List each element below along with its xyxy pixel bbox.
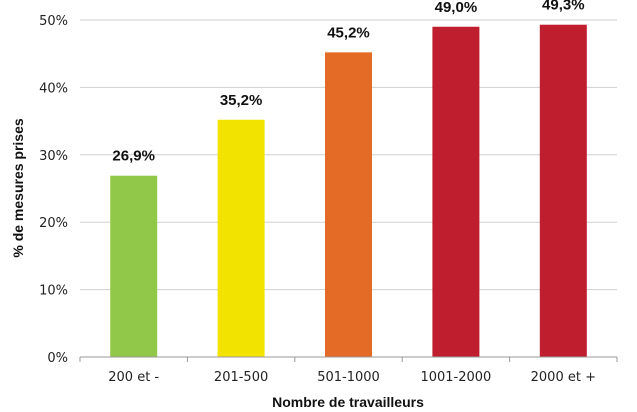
data-labels: 26,9% 35,2% 45,2% 49,0% 49,3%: [112, 0, 584, 165]
y-tick-label: 10%: [39, 284, 68, 299]
data-label: 26,9%: [112, 148, 155, 165]
x-tick-label: 200 et -: [108, 370, 159, 385]
data-label: 49,3%: [542, 0, 585, 14]
bar: [217, 119, 265, 357]
data-label: 45,2%: [327, 24, 370, 41]
bars: [110, 24, 587, 358]
data-label: 49,0%: [435, 0, 478, 16]
x-tick-label: 2000 et +: [531, 370, 596, 385]
x-axis-title: Nombre de travailleurs: [272, 394, 424, 410]
bar: [539, 24, 587, 358]
y-tick-label: 0%: [47, 351, 68, 366]
y-tick-label: 30%: [39, 149, 68, 164]
x-axis-ticks: 200 et - 201-500 501-1000 1001-2000 2000 et …: [79, 356, 618, 385]
bar: [110, 175, 158, 357]
bar: [432, 26, 480, 358]
bar: [325, 52, 372, 358]
y-axis-tick-labels: 0% 10% 20% 30% 40% 50%: [39, 14, 68, 366]
y-axis-title: % de mesures prises: [10, 118, 26, 258]
y-tick-label: 40%: [39, 81, 68, 96]
x-tick-label: 201-500: [214, 370, 268, 385]
y-tick-label: 50%: [39, 14, 68, 29]
x-tick-label: 501-1000: [317, 370, 380, 385]
data-label: 35,2%: [220, 92, 263, 109]
y-tick-label: 20%: [39, 216, 68, 231]
x-tick-label: 1001-2000: [420, 370, 491, 385]
